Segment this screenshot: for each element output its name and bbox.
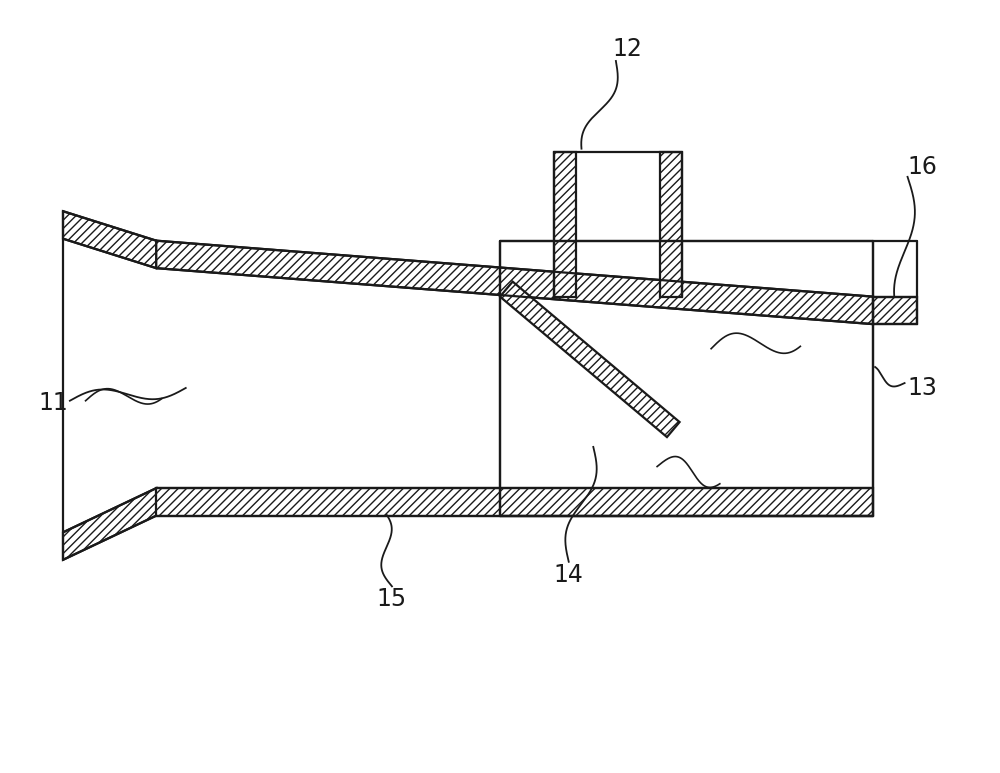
Polygon shape — [500, 281, 680, 437]
Polygon shape — [873, 297, 917, 324]
Polygon shape — [63, 211, 156, 268]
Text: 15: 15 — [377, 587, 407, 611]
Polygon shape — [554, 152, 576, 297]
Text: 12: 12 — [613, 37, 643, 61]
Text: 13: 13 — [907, 376, 937, 400]
Polygon shape — [63, 488, 156, 560]
Text: 14: 14 — [554, 563, 584, 587]
Polygon shape — [156, 240, 873, 324]
Polygon shape — [156, 488, 873, 516]
Polygon shape — [660, 152, 682, 297]
Text: 11: 11 — [38, 390, 68, 414]
Text: 16: 16 — [907, 155, 937, 179]
